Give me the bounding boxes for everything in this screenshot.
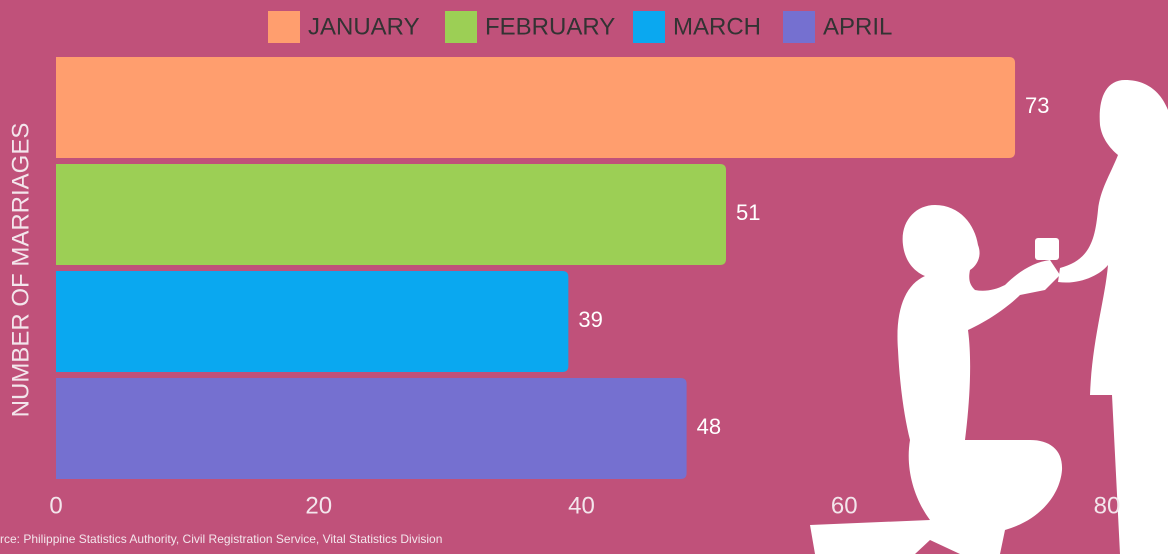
value-label: 39	[578, 307, 602, 332]
x-tick-label: 40	[568, 492, 595, 519]
legend-swatch	[445, 11, 477, 43]
legend-swatch	[633, 11, 665, 43]
x-tick-label: 60	[831, 492, 858, 519]
value-label: 51	[736, 200, 760, 225]
bar	[56, 164, 727, 265]
legend-label: APRIL	[823, 13, 892, 40]
legend-swatch	[268, 11, 300, 43]
source-note: rce: Philippine Statistics Authority, Ci…	[0, 532, 442, 546]
x-tick-label: 0	[49, 492, 62, 519]
bar	[56, 57, 1016, 158]
plot	[56, 57, 1016, 479]
value-label: 73	[1025, 93, 1049, 118]
y-axis-label: NUMBER OF MARRIAGES	[7, 123, 34, 418]
legend-label: JANUARY	[308, 13, 420, 40]
x-tick-label: 80	[1094, 492, 1121, 519]
bar	[56, 271, 569, 372]
x-tick-label: 20	[305, 492, 332, 519]
legend-label: MARCH	[673, 13, 761, 40]
couple-silhouette	[810, 80, 1168, 554]
value-label: 48	[697, 414, 721, 439]
bar	[56, 378, 687, 479]
legend-swatch	[783, 11, 815, 43]
legend-label: FEBRUARY	[485, 13, 615, 40]
